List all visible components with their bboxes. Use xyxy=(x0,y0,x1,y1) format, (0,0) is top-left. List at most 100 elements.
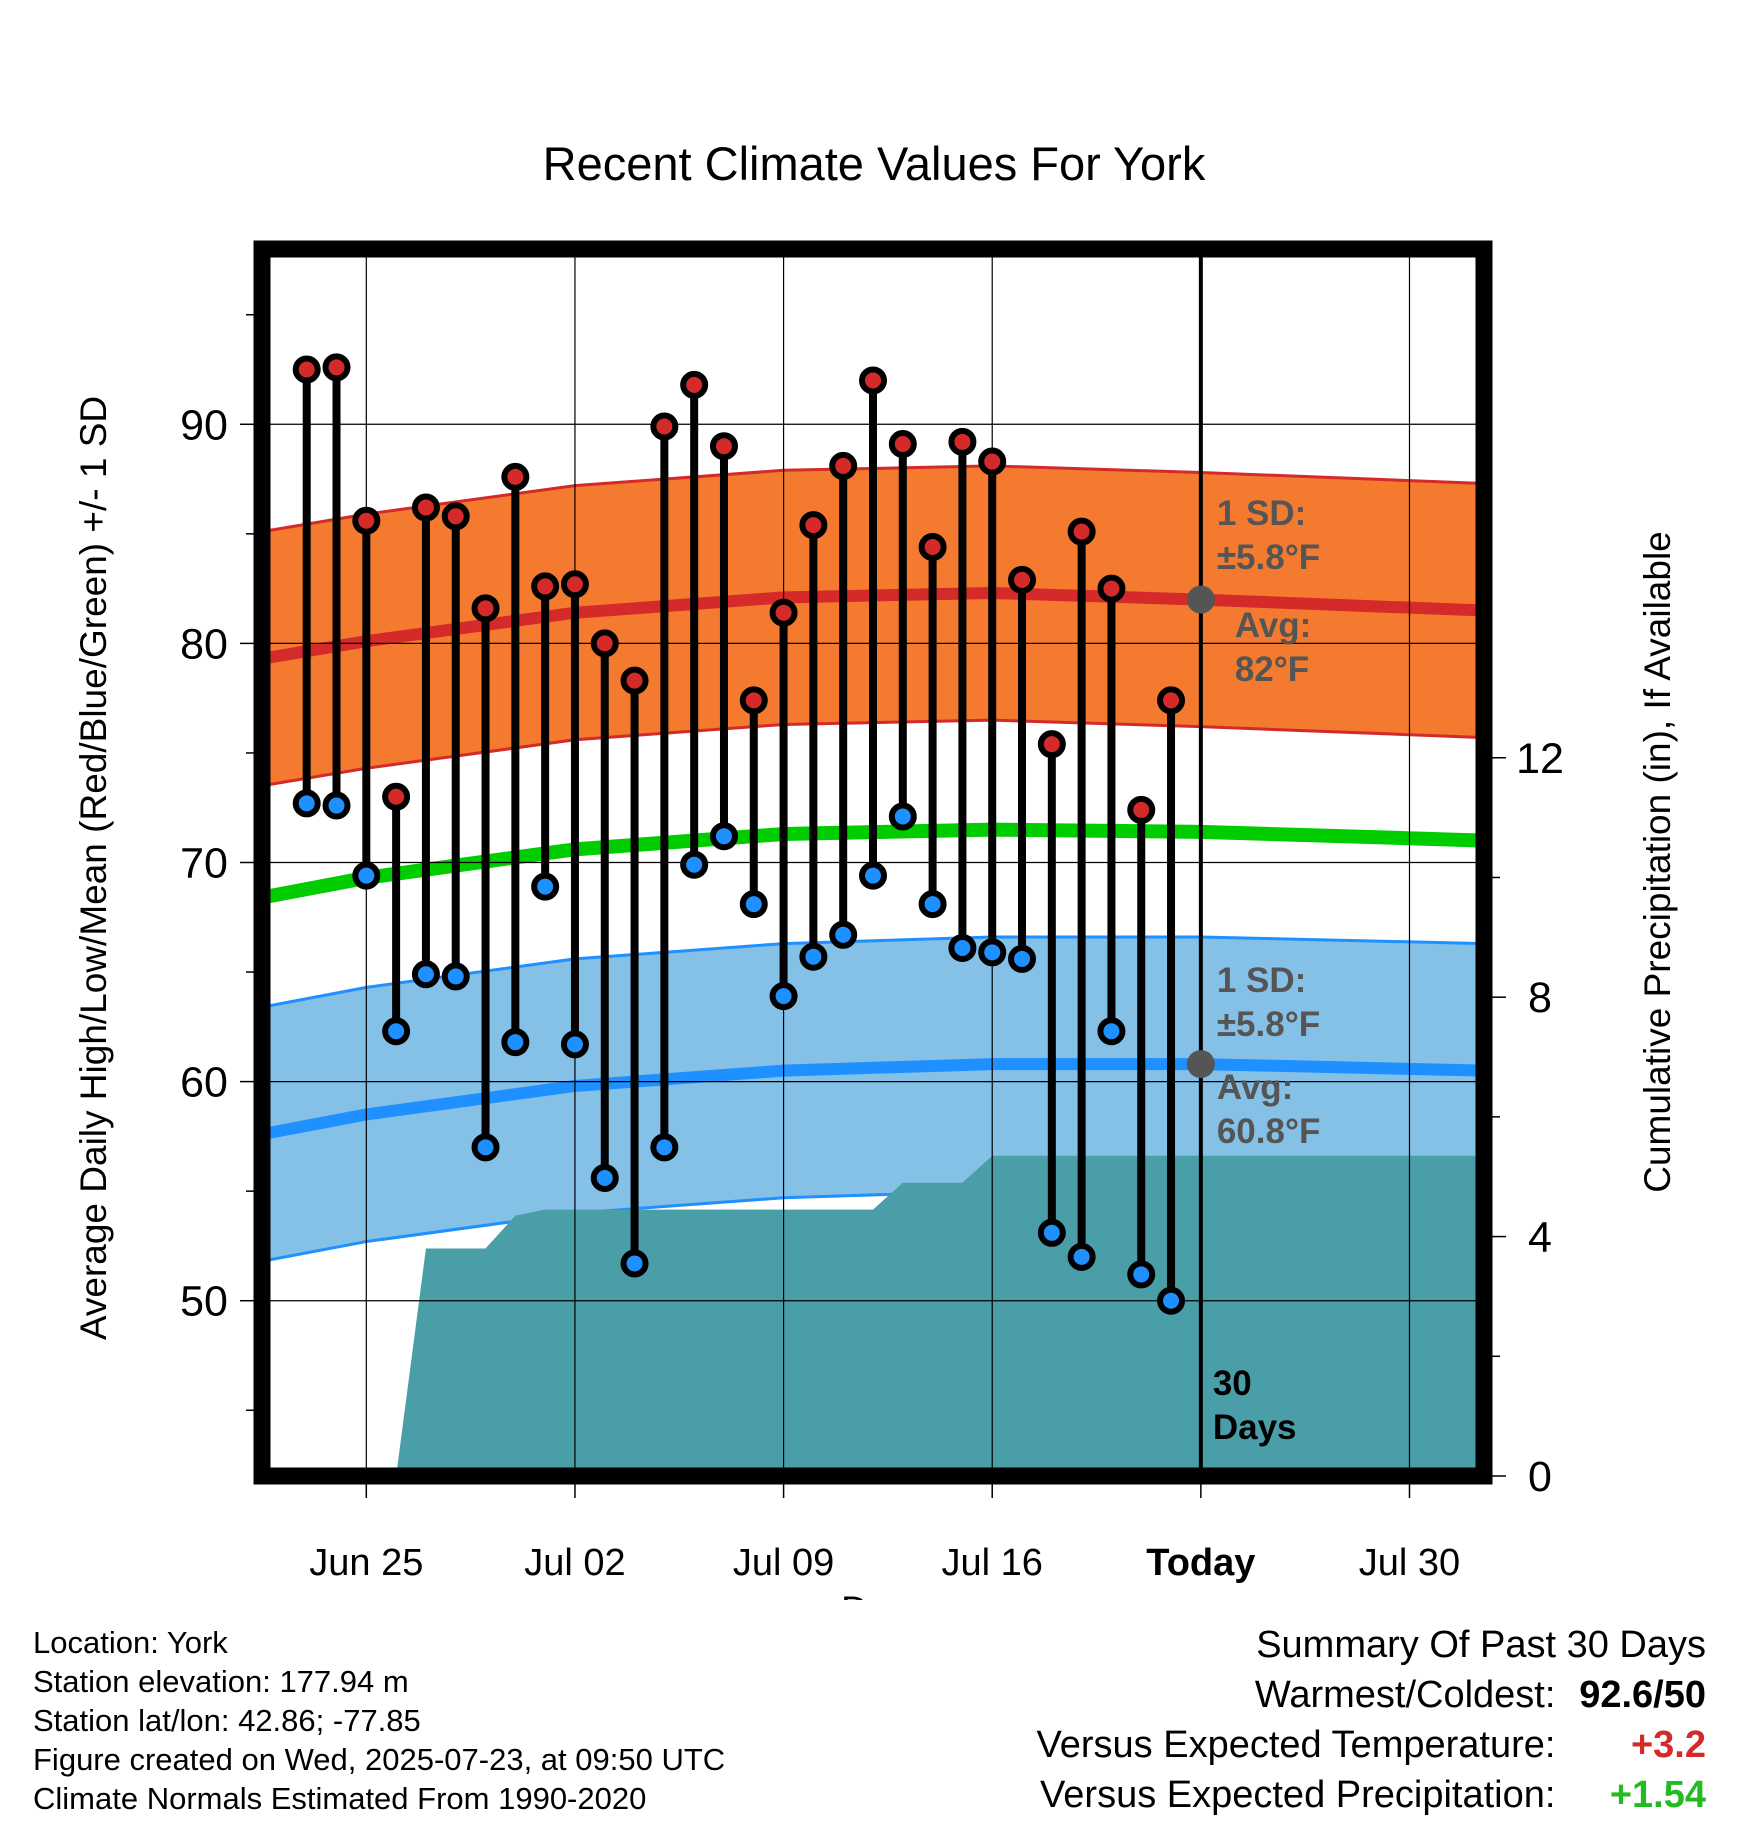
x-axis-label: Day xyxy=(841,1589,907,1600)
y-axis-label: Average Daily High/Low/Mean (Red/Blue/Gr… xyxy=(73,396,114,1340)
precip-anomaly-label: Versus Expected Precipitation: xyxy=(1040,1774,1556,1816)
summary-warmest-row: Warmest/Coldest: 92.6/50 xyxy=(1037,1670,1706,1720)
cumulative-precip-area xyxy=(262,1155,1484,1476)
daily-low-point xyxy=(560,1030,589,1059)
x-tick-label: Jul 16 xyxy=(942,1542,1043,1584)
daily-low-point xyxy=(1008,944,1037,973)
summary-panel: Summary Of Past 30 Days Warmest/Coldest:… xyxy=(1037,1620,1706,1820)
plot-inner xyxy=(262,249,1484,1476)
daily-low-point xyxy=(859,861,887,890)
climate-normals-note: Climate Normals Estimated From 1990-2020 xyxy=(33,1781,647,1816)
y2-tick-label: 8 xyxy=(1528,974,1552,1022)
daily-low-point xyxy=(590,1164,619,1193)
daily-low-point xyxy=(739,890,768,919)
daily-high-point xyxy=(859,366,887,395)
daily-high-point xyxy=(1008,565,1037,594)
daily-high-point xyxy=(322,353,351,382)
x-tick-label: Jul 09 xyxy=(733,1542,834,1584)
daily-high-point xyxy=(978,447,1007,476)
x-tick-label: Jul 02 xyxy=(524,1542,625,1584)
daily-low-point xyxy=(382,1017,411,1046)
y2-tick-label: 0 xyxy=(1528,1453,1552,1501)
daily-low-point xyxy=(769,982,798,1011)
daily-high-point xyxy=(620,666,649,695)
daily-high-point xyxy=(411,493,440,522)
warmest-label: Warmest/Coldest: xyxy=(1254,1674,1556,1716)
daily-low-point xyxy=(501,1028,530,1057)
y-tick-label: 80 xyxy=(180,620,228,668)
x-tick-label: Jul 30 xyxy=(1359,1542,1460,1584)
daily-low-point xyxy=(680,850,709,879)
daily-high-point xyxy=(471,594,500,623)
high-sd-annotation-0: 1 SD: xyxy=(1217,494,1306,533)
y-tick-label: 90 xyxy=(180,401,228,449)
daily-low-point xyxy=(829,920,858,949)
daily-low-point xyxy=(352,861,381,890)
daily-low-point xyxy=(1157,1286,1186,1315)
y-tick-label: 50 xyxy=(180,1278,228,1326)
period-annotation-1: Days xyxy=(1213,1408,1297,1447)
daily-high-point xyxy=(352,506,381,535)
figure-created: Figure created on Wed, 2025-07-23, at 09… xyxy=(33,1742,726,1777)
low-sd-annotation-0: 1 SD: xyxy=(1217,961,1306,1000)
daily-low-point xyxy=(1067,1242,1096,1271)
y2-tick-label: 4 xyxy=(1528,1214,1552,1262)
daily-low-point xyxy=(411,960,440,989)
precip-anomaly-value: +1.54 xyxy=(1609,1774,1706,1816)
daily-high-point xyxy=(1157,686,1186,715)
summary-precip-row: Versus Expected Precipitation: +1.54 xyxy=(1037,1770,1706,1820)
daily-high-point xyxy=(1037,730,1066,759)
daily-low-point xyxy=(441,962,470,991)
daily-low-point xyxy=(888,802,917,831)
low-sd-annotation-1: ±5.8°F xyxy=(1217,1005,1320,1044)
daily-high-point xyxy=(382,782,411,811)
high-sd-annotation-1: ±5.8°F xyxy=(1217,538,1320,577)
daily-high-point xyxy=(590,629,619,658)
daily-low-point xyxy=(918,890,947,919)
daily-low-point xyxy=(292,789,321,818)
today-avg-low-marker xyxy=(1186,1050,1215,1079)
daily-high-point xyxy=(709,432,738,461)
daily-low-point xyxy=(1037,1218,1066,1247)
high-avg-annotation-0: Avg: xyxy=(1235,606,1311,645)
daily-high-point xyxy=(441,502,470,531)
daily-high-point xyxy=(769,598,798,627)
high-avg-annotation-1: 82°F xyxy=(1235,650,1309,689)
x-tick-label: Jun 25 xyxy=(309,1542,423,1584)
daily-high-point xyxy=(680,370,709,399)
low-avg-annotation-0: Avg: xyxy=(1217,1068,1293,1107)
temp-anomaly-label: Versus Expected Temperature: xyxy=(1036,1724,1556,1766)
y2-tick-label: 12 xyxy=(1516,735,1564,783)
summary-temp-row: Versus Expected Temperature: +3.2 xyxy=(1037,1720,1706,1770)
plot-frame xyxy=(253,240,1493,1485)
daily-low-point xyxy=(1097,1017,1126,1046)
daily-high-point xyxy=(501,462,530,491)
y-tick-label: 70 xyxy=(180,840,228,888)
daily-high-point xyxy=(918,532,947,561)
climate-chart: Recent Climate Values For York Average D… xyxy=(73,137,1678,1600)
summary-title: Summary Of Past 30 Days xyxy=(1256,1624,1706,1666)
today-avg-high-marker xyxy=(1186,585,1215,614)
daily-high-point xyxy=(888,430,917,459)
daily-high-point xyxy=(531,572,560,601)
daily-high-point xyxy=(1097,574,1126,603)
daily-low-point xyxy=(471,1133,500,1162)
daily-high-point xyxy=(292,355,321,384)
y2-axis-label: Cumulative Precipitation (in), If Availa… xyxy=(1637,531,1678,1193)
station-elevation: Station elevation: 177.94 m xyxy=(33,1664,409,1699)
daily-high-point xyxy=(650,412,679,441)
temp-anomaly-value: +3.2 xyxy=(1630,1724,1706,1766)
daily-high-point xyxy=(739,686,768,715)
daily-high-point xyxy=(1067,517,1096,546)
daily-low-point xyxy=(799,942,828,971)
daily-high-point xyxy=(948,427,977,456)
daily-low-point xyxy=(948,933,977,962)
period-annotation-0: 30 xyxy=(1213,1364,1252,1403)
daily-high-point xyxy=(829,451,858,480)
warmest-value: 92.6/50 xyxy=(1579,1674,1706,1716)
chart-title: Recent Climate Values For York xyxy=(543,137,1206,190)
x-tick-label: Today xyxy=(1146,1542,1255,1584)
station-info: Location: York Station elevation: 177.94… xyxy=(33,1623,725,1818)
daily-low-point xyxy=(531,872,560,901)
daily-low-point xyxy=(709,822,738,851)
